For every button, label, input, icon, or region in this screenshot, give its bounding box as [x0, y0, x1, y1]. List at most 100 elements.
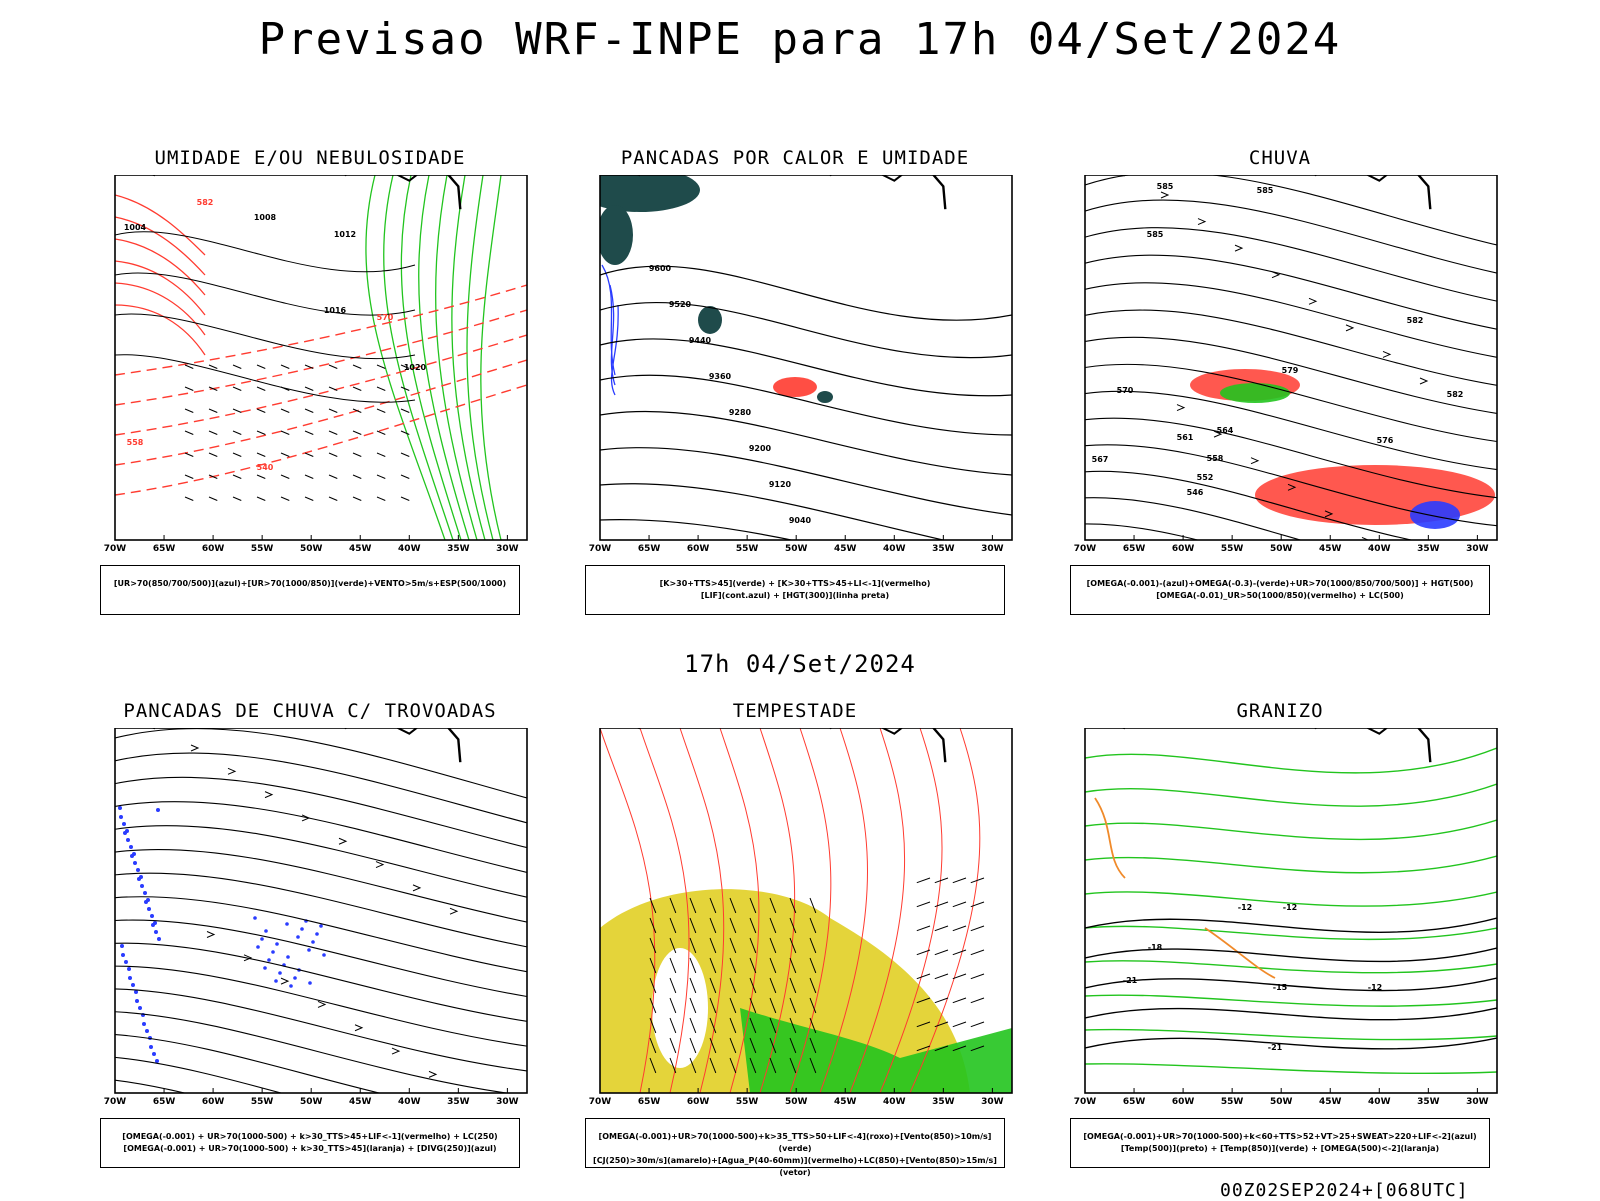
- streamline-arrow: [375, 861, 385, 869]
- divergence-dot: [135, 999, 139, 1003]
- wind-vector: [769, 937, 777, 954]
- streamline: [115, 752, 527, 824]
- lon-label: 70W: [589, 544, 612, 554]
- temp850-contour: [1085, 1028, 1497, 1041]
- humidity-contour: [400, 175, 462, 540]
- lon-label: 35W: [932, 544, 955, 554]
- lon-label: 30W: [1466, 544, 1489, 554]
- wind-vector: [184, 408, 194, 413]
- map-trovoadas: 12S15S18S21S24S27S30S33S36S39S42S70W65W6…: [104, 728, 528, 1107]
- wind-vector: [916, 949, 931, 956]
- lon-label: 60W: [687, 544, 710, 554]
- wind-850-area: [740, 1008, 1012, 1093]
- wind-vector: [952, 925, 967, 932]
- divergence-dot: [119, 815, 123, 819]
- streamline: [115, 728, 527, 799]
- lon-label: 35W: [447, 1097, 470, 1107]
- wind-vector: [934, 973, 949, 980]
- divergence-dot: [156, 808, 160, 812]
- wind-vector: [689, 1037, 697, 1054]
- streamline-arrow: [1197, 218, 1207, 226]
- lon-label: 30W: [496, 544, 519, 554]
- wind-vector: [280, 452, 290, 457]
- wind-vector: [669, 1017, 677, 1034]
- divergence-dot: [274, 979, 278, 983]
- wind-vector: [184, 430, 194, 435]
- wind-vector: [789, 917, 797, 934]
- legend-line: [OMEGA(-0.001)+UR>70(1000-500)+k>35_TTS>…: [598, 1132, 992, 1153]
- hgt-contour: [600, 338, 1012, 397]
- temp850-contour: [1085, 891, 1497, 907]
- wind-vector: [184, 474, 194, 479]
- hgt-contour: [600, 301, 1012, 359]
- lc850-streamline: [909, 728, 981, 1093]
- panel-granizo: GRANIZO -12-12-12-15-18-21-2112S15S18S21…: [1050, 700, 1510, 1170]
- streamline-arrow: [280, 977, 290, 985]
- wind-vector: [689, 997, 697, 1014]
- wind-vector: [232, 408, 242, 413]
- legend-box: [UR>70(850/700/500)](azul)+[UR>70(1000/8…: [100, 565, 520, 615]
- streamline: [1085, 336, 1497, 414]
- thickness-contour: [115, 216, 206, 276]
- divergence-dot: [293, 976, 297, 980]
- wind-vector: [769, 1057, 777, 1074]
- wind-vector: [934, 925, 949, 932]
- contour-label: 552: [1197, 473, 1214, 482]
- wind-vector: [352, 474, 362, 479]
- contour-label: -12: [1238, 903, 1252, 912]
- wind-vector: [970, 901, 985, 908]
- temp850-contour: [1085, 1063, 1497, 1075]
- wind-vector: [709, 977, 717, 994]
- map-frame: [599, 175, 1013, 541]
- thickness-contour: [115, 260, 206, 316]
- divergence-dot: [308, 981, 312, 985]
- contour-label: 576: [1377, 436, 1394, 445]
- wind-vector: [809, 937, 817, 954]
- map-granizo: -12-12-12-15-18-21-2112S15S18S21S24S27S3…: [1074, 728, 1498, 1107]
- wind-vector: [934, 877, 949, 884]
- wind-vector: [280, 386, 290, 391]
- run-stamp: 00Z02SEP2024+[068UTC]: [1220, 1180, 1469, 1201]
- divergence-dot: [311, 940, 315, 944]
- divergence-dot: [137, 877, 141, 881]
- divergence-dot: [143, 891, 147, 895]
- lon-label: 45W: [834, 1097, 857, 1107]
- temp500-contour: [1085, 977, 1497, 992]
- contour-label: 9360: [709, 372, 732, 381]
- wind-vector: [352, 496, 362, 501]
- wind-vector: [256, 364, 266, 369]
- divergence-dot: [296, 935, 300, 939]
- wind-vector: [916, 1021, 931, 1028]
- wind-vector: [952, 1045, 967, 1052]
- contour-label: 585: [1157, 182, 1174, 191]
- contour-label: 582: [1447, 390, 1464, 399]
- border-line: [395, 175, 419, 182]
- lon-label: 40W: [883, 1097, 906, 1107]
- legend-line: [LIF](cont.azul) + [HGT(300)](linha pret…: [700, 591, 890, 600]
- wind-vector: [400, 430, 410, 435]
- lc850-streamline: [849, 728, 906, 1093]
- temp500-contour: [1085, 947, 1497, 963]
- wind-vector: [952, 949, 967, 956]
- divergence-dot: [260, 937, 264, 941]
- wind-vector: [689, 917, 697, 934]
- lif-contour: [609, 284, 616, 386]
- wind-vector: [709, 897, 717, 914]
- temp500-contour: [1085, 917, 1497, 933]
- legend-box: [OMEGA(-0.001)-(azul)+OMEGA(-0.3)-(verde…: [1070, 565, 1490, 615]
- panel-tempestade: TEMPESTADE 12S15S18S21S24S27S30S33S36S39…: [565, 700, 1025, 1177]
- legend-box: [K>30+TTS>45](verde) + [K>30+TTS>45+LI<-…: [585, 565, 1005, 615]
- divergence-dot: [253, 916, 257, 920]
- contour-label: 561: [1177, 433, 1194, 442]
- wind-vector: [328, 474, 338, 479]
- streamline-arrow: [1419, 377, 1429, 385]
- contour-label: 9600: [649, 264, 672, 273]
- wind-vector: [376, 430, 386, 435]
- wind-vector: [749, 1057, 757, 1074]
- streamline-arrow: [317, 1000, 327, 1008]
- streamline-arrow: [1160, 191, 1170, 199]
- wind-vector: [232, 364, 242, 369]
- wind-vector: [809, 977, 817, 994]
- wind-vector: [769, 1017, 777, 1034]
- divergence-dot: [152, 1052, 156, 1056]
